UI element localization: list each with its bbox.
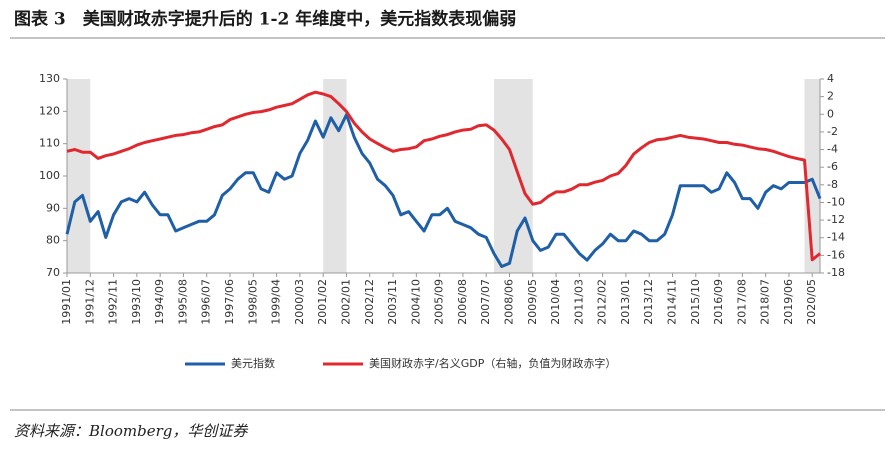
y-tick-label: 130 bbox=[39, 72, 60, 85]
legend-label: 美国财政赤字/名义GDP（右轴，负值为财政赤字） bbox=[369, 356, 616, 370]
y-tick-label: 80 bbox=[46, 234, 60, 247]
series-line bbox=[65, 113, 822, 268]
y-tick-label: 90 bbox=[46, 201, 60, 214]
x-tick-label: 1996/07 bbox=[200, 279, 213, 325]
y2-tick-label: -16 bbox=[827, 248, 845, 261]
x-tick-label: 1994/09 bbox=[153, 279, 166, 325]
x-tick-label: 2014/11 bbox=[666, 279, 679, 325]
y-tick-label: 70 bbox=[46, 266, 60, 279]
x-tick-label: 2008/06 bbox=[502, 279, 515, 325]
x-tick-label: 2020/05 bbox=[805, 279, 818, 325]
x-tick-label: 2001/02 bbox=[316, 279, 329, 325]
y2-tick-label: 0 bbox=[827, 107, 834, 120]
x-tick-label: 2010/04 bbox=[549, 279, 562, 325]
x-tick-label: 2013/12 bbox=[642, 279, 655, 325]
legend-label: 美元指数 bbox=[231, 356, 275, 370]
x-tick-label: 2005/09 bbox=[433, 279, 446, 325]
x-tick-label: 2012/02 bbox=[596, 279, 609, 325]
x-tick-label: 1991/01 bbox=[60, 279, 73, 325]
series-line bbox=[66, 90, 821, 262]
y2-tick-label: -14 bbox=[827, 231, 845, 244]
y2-tick-label: -6 bbox=[827, 160, 838, 173]
x-tick-label: 2009/05 bbox=[526, 279, 539, 325]
y-tick-label: 110 bbox=[39, 137, 60, 150]
y2-tick-label: -4 bbox=[827, 143, 838, 156]
y-tick-label: 120 bbox=[39, 104, 60, 117]
x-tick-label: 2006/08 bbox=[456, 279, 469, 325]
x-tick-label: 1995/08 bbox=[176, 279, 189, 325]
x-tick-label: 1999/04 bbox=[270, 279, 283, 325]
y2-tick-label: -18 bbox=[827, 266, 845, 279]
x-tick-label: 1992/11 bbox=[107, 279, 120, 325]
x-tick-label: 2017/08 bbox=[735, 279, 748, 325]
x-tick-label: 2018/07 bbox=[759, 279, 772, 325]
x-tick-label: 1991/12 bbox=[83, 279, 96, 325]
y2-tick-label: -8 bbox=[827, 178, 838, 191]
y-tick-label: 100 bbox=[39, 169, 60, 182]
x-tick-label: 2015/10 bbox=[689, 279, 702, 325]
y2-tick-label: 2 bbox=[827, 90, 834, 103]
x-tick-label: 2002/01 bbox=[339, 279, 352, 325]
y2-tick-label: -10 bbox=[827, 195, 845, 208]
x-tick-label: 1998/05 bbox=[246, 279, 259, 325]
source: 资料来源：Bloomberg，华创证券 bbox=[14, 422, 248, 440]
y2-tick-label: 4 bbox=[827, 72, 834, 85]
x-tick-label: 2013/01 bbox=[619, 279, 632, 325]
x-tick-label: 1993/10 bbox=[130, 279, 143, 325]
x-tick-label: 2002/12 bbox=[363, 279, 376, 325]
x-tick-label: 2000/03 bbox=[293, 279, 306, 325]
x-tick-label: 1997/06 bbox=[223, 279, 236, 325]
shaded-period bbox=[67, 79, 91, 273]
chart-title: 图表 3 美国财政赤字提升后的 1-2 年维度中，美元指数表现偏弱 bbox=[14, 9, 516, 30]
x-tick-label: 2016/09 bbox=[712, 279, 725, 325]
x-tick-label: 2003/11 bbox=[386, 279, 399, 325]
x-tick-label: 2019/06 bbox=[782, 279, 795, 325]
x-tick-label: 2011/03 bbox=[572, 279, 585, 325]
y2-tick-label: -12 bbox=[827, 213, 845, 226]
x-tick-label: 2004/10 bbox=[409, 279, 422, 325]
y2-tick-label: -2 bbox=[827, 125, 838, 138]
x-tick-label: 2007/07 bbox=[479, 279, 492, 325]
